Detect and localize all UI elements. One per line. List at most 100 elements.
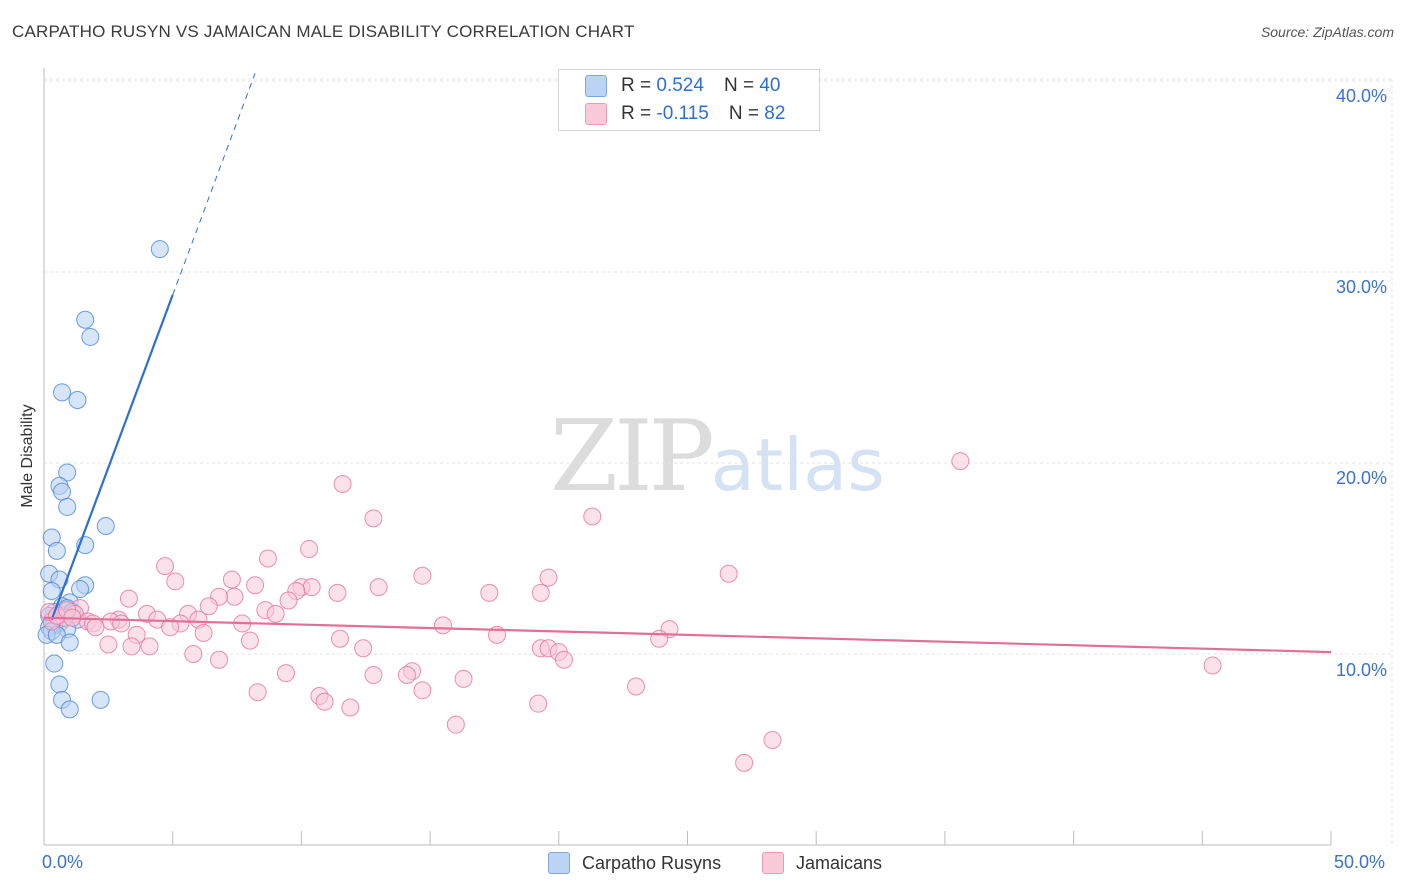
y-tick-20: 20.0%	[1336, 468, 1388, 488]
point-carpatho-1	[76, 310, 95, 329]
point-jamaican-17	[328, 583, 347, 602]
source-label: Source: ZipAtlas.com	[1260, 24, 1394, 40]
point-carpatho-9	[96, 517, 115, 536]
point-jamaican-62	[1203, 656, 1222, 675]
point-carpatho-35	[45, 654, 64, 673]
legend-n-label: N =	[723, 75, 755, 96]
point-jamaican-4	[300, 539, 319, 558]
trendline-jamaican	[43, 616, 1332, 654]
point-jamaican-53	[122, 637, 141, 656]
point-jamaican-64	[397, 666, 416, 685]
point-jamaican-67	[454, 669, 473, 688]
y-tick-10: 10.0%	[1336, 660, 1388, 680]
point-jamaican-73	[529, 694, 548, 713]
point-jamaican-46	[194, 623, 213, 642]
bottom-legend-jamaican: Jamaicans	[762, 852, 882, 874]
point-jamaican-49	[331, 629, 350, 648]
bottom-legend-label-jamaican: Jamaicans	[796, 852, 883, 873]
point-jamaican-42	[433, 616, 452, 635]
point-jamaican-11	[222, 570, 241, 589]
point-jamaican-75	[446, 715, 465, 734]
point-carpatho-39	[60, 700, 79, 719]
chart-title: CARPATHO RUSYN VS JAMAICAN MALE DISABILI…	[12, 22, 635, 41]
point-jamaican-43	[161, 618, 180, 637]
point-carpatho-17	[42, 581, 61, 600]
legend-r-label: R =	[621, 75, 652, 96]
point-jamaican-69	[413, 681, 432, 700]
legend-n-label: N =	[728, 103, 759, 124]
point-jamaican-70	[248, 683, 267, 702]
point-jamaican-0	[951, 452, 970, 471]
point-jamaican-6	[155, 557, 174, 576]
point-carpatho-34	[60, 633, 79, 652]
bottom-legend-label-carpatho: Carpatho Rusyns	[582, 852, 722, 873]
legend-r-value: -0.115	[656, 103, 709, 124]
point-jamaican-8	[413, 566, 432, 585]
bottom-legend-swatch-jamaican	[762, 852, 784, 874]
point-carpatho-11	[47, 541, 66, 560]
point-carpatho-7	[53, 482, 72, 501]
point-carpatho-4	[68, 390, 87, 409]
point-jamaican-68	[627, 677, 646, 696]
trendline-carpatho-extension	[172, 73, 256, 296]
point-jamaican-21	[119, 589, 138, 608]
point-jamaican-44	[86, 618, 105, 637]
point-carpatho-0	[150, 240, 169, 259]
point-carpatho-5	[58, 463, 77, 482]
y-tick-30: 30.0%	[1336, 277, 1388, 297]
point-jamaican-77	[735, 753, 754, 772]
legend: R = 0.524 N = 40 R = -0.115 N = 82	[558, 69, 820, 131]
point-jamaican-1	[333, 475, 352, 494]
point-jamaican-60	[554, 650, 573, 669]
point-jamaican-76	[763, 730, 782, 749]
point-jamaican-72	[315, 692, 334, 711]
point-jamaican-55	[354, 639, 373, 658]
point-carpatho-3	[53, 383, 72, 402]
point-carpatho-36	[50, 675, 69, 694]
legend-row-jamaican: R = -0.115 N = 82	[585, 101, 785, 127]
point-jamaican-19	[531, 583, 550, 602]
legend-n-value: 82	[764, 103, 786, 124]
trendline-carpatho	[50, 294, 174, 621]
point-jamaican-9	[539, 568, 558, 587]
legend-row-carpatho: R = 0.524 N = 40	[585, 73, 780, 99]
point-jamaican-66	[364, 666, 383, 685]
point-jamaican-3	[583, 507, 602, 526]
point-jamaican-15	[302, 578, 321, 597]
point-carpatho-16	[71, 580, 90, 599]
legend-swatch-jamaican	[585, 103, 607, 125]
point-jamaican-20	[225, 587, 244, 606]
point-jamaican-24	[199, 597, 218, 616]
point-jamaican-23	[279, 591, 298, 610]
point-jamaican-5	[258, 549, 277, 568]
point-jamaican-12	[369, 578, 388, 597]
bottom-legend-carpatho: Carpatho Rusyns	[548, 852, 721, 874]
point-jamaican-74	[341, 698, 360, 717]
point-jamaican-51	[650, 629, 669, 648]
point-jamaican-50	[240, 631, 259, 650]
point-jamaican-65	[276, 664, 295, 683]
point-jamaican-7	[719, 564, 738, 583]
point-carpatho-8	[58, 497, 77, 516]
x-axis-max-label: 50.0%	[1334, 852, 1386, 872]
point-jamaican-61	[210, 650, 229, 669]
point-carpatho-2	[81, 327, 100, 346]
point-jamaican-30	[266, 604, 285, 623]
point-jamaican-13	[246, 576, 265, 595]
point-jamaican-39	[112, 614, 131, 633]
point-jamaican-2	[364, 509, 383, 528]
legend-n-value: 40	[759, 75, 781, 96]
x-axis-min-label: 0.0%	[42, 852, 84, 872]
legend-swatch-carpatho	[585, 75, 607, 97]
point-jamaican-59	[184, 645, 203, 663]
y-tick-40: 40.0%	[1336, 86, 1388, 106]
point-jamaican-52	[99, 635, 118, 654]
legend-r-label: R =	[621, 103, 652, 124]
point-jamaican-18	[480, 583, 499, 602]
point-carpatho-38	[91, 690, 110, 709]
point-jamaican-10	[166, 572, 185, 591]
legend-r-value: 0.524	[656, 75, 704, 96]
point-jamaican-54	[140, 637, 159, 656]
bottom-legend-swatch-carpatho	[548, 852, 570, 874]
